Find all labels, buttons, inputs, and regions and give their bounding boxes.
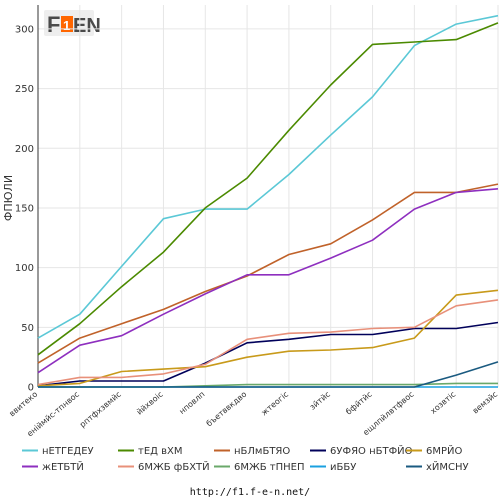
x-tick-label: рптфхзвмйс <box>78 390 123 430</box>
y-tick-label: 50 <box>21 323 34 334</box>
legend-label: 6МЖБ тПНЕП <box>234 462 305 473</box>
legend-label: 6МРЙО <box>426 444 463 457</box>
x-tick-label: хозвтіс <box>429 390 458 416</box>
series-line <box>37 14 499 339</box>
x-tick-label: вемзйс <box>471 390 499 416</box>
y-tick-label: 200 <box>15 144 34 155</box>
y-tick-label: 100 <box>15 263 34 274</box>
x-tick-label: ййхвоіс <box>135 390 165 417</box>
y-axis-label: ФПЮЛИ <box>2 175 15 221</box>
y-tick-label: 150 <box>15 203 34 214</box>
y-tick-labels: 0 50 100 150 200 250 300 <box>15 24 34 393</box>
y-tick-label: 300 <box>15 24 34 35</box>
series-line <box>37 188 499 374</box>
y-tick-label: 0 <box>28 383 34 394</box>
x-tick-label: ввитеко <box>8 390 40 419</box>
chart-axes <box>37 5 498 388</box>
y-tick-label: 250 <box>15 84 34 95</box>
series-line <box>37 183 499 364</box>
legend-label: нБЛмБТЯО <box>234 446 290 457</box>
legend-label: иББУ <box>330 462 356 473</box>
legend-label: тЕД вХМ <box>138 446 183 457</box>
x-tick-label: жтеогіс <box>260 390 291 418</box>
series-line <box>37 289 499 387</box>
chart-legend: нЕТГЕДЕУ тЕД вХМ нБЛмБТЯО 6УФЯО нБТФЙО 6МРЙО… <box>22 444 469 473</box>
x-tick-label: зйтйс <box>308 390 332 412</box>
svg-text:1: 1 <box>63 18 70 33</box>
series-line <box>37 22 499 356</box>
f1en-logo: F 1 EN <box>44 10 101 37</box>
series-line <box>38 361 499 388</box>
footer-url[interactable]: http://f1.f-e-n.net/ <box>190 487 310 498</box>
svg-text:EN: EN <box>73 15 101 37</box>
svg-text:F: F <box>47 12 60 37</box>
legend-label: 6МЖБ фБХТЙ <box>138 460 210 473</box>
x-tick-label: бфйтйс <box>344 390 374 417</box>
legend-label: жЕТБТЙ <box>42 460 84 473</box>
series-line <box>37 299 499 386</box>
series-lines <box>37 14 499 388</box>
x-tick-label: бъетввкдво <box>205 390 249 429</box>
legend-label: хЙМСНУ <box>426 460 469 473</box>
legend-label: нЕТГЕДЕУ <box>42 446 94 457</box>
x-tick-label: нповлп <box>177 390 206 416</box>
series-line <box>37 321 499 387</box>
legend-label: 6УФЯО нБТФЙО <box>330 444 413 457</box>
chart-grid <box>37 5 499 388</box>
